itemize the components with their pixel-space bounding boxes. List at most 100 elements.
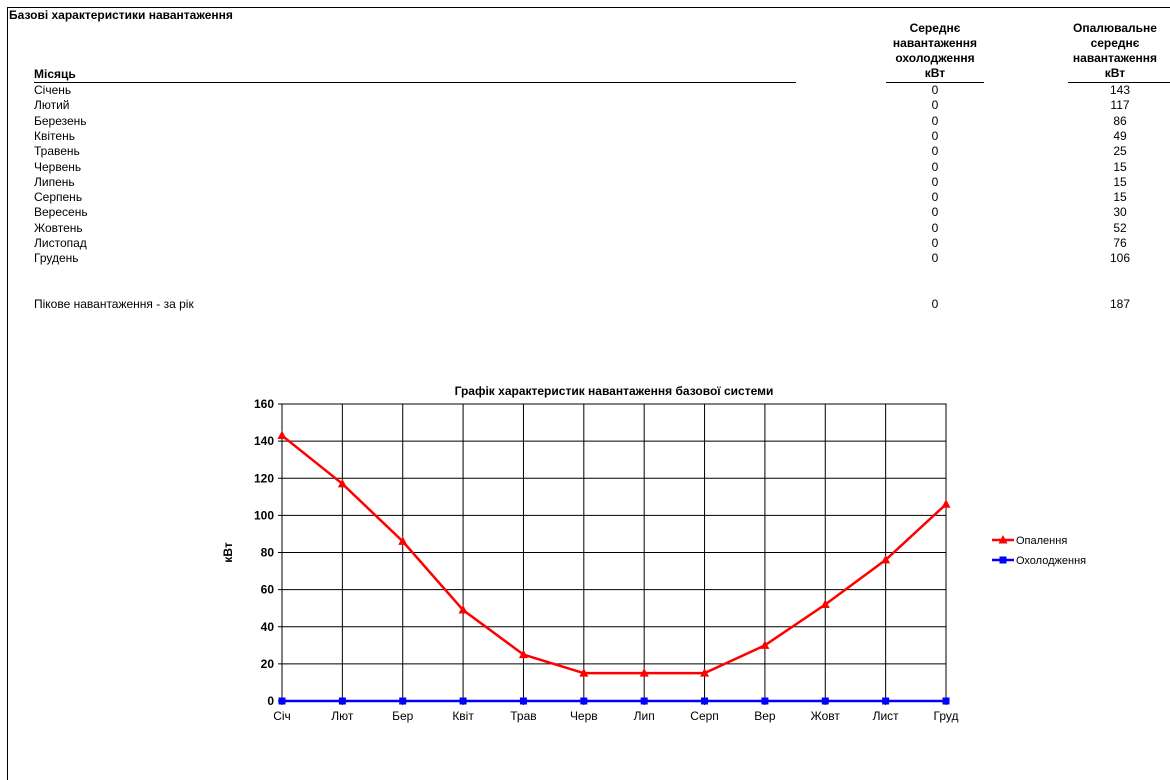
row-cooling-value: 0 [931,83,939,97]
row-heating-value: 143 [1109,83,1131,97]
row-month: Листопад [34,236,87,250]
row-cooling-value: 0 [931,205,939,220]
row-month: Березень [34,113,87,128]
row-cooling-value: 0 [931,144,939,159]
row-cooling-value: 0 [931,98,939,113]
y-axis-label: кВт [221,542,235,563]
month-column-header: Місяць [34,67,76,81]
data-point [338,697,346,705]
row-month: Жовтень [34,220,83,235]
x-tick-label: Груд [934,709,959,723]
row-cooling-value: 0 [931,128,939,143]
row-month: Травень [34,144,80,159]
data-point [458,605,468,614]
data-point [701,697,709,705]
row-cooling-value: 0 [931,113,939,128]
row-month: Липень [34,174,75,189]
x-tick-label: Лист [873,709,900,723]
row-month: Червень [34,159,82,174]
x-tick-label: Трав [510,709,536,723]
x-tick-label: Серп [690,709,719,723]
data-point [881,554,891,564]
heating-header-line-4: кВт [1104,66,1126,80]
row-month: Вересень [34,205,88,220]
peak-load-label: Пікове навантаження - за рік [34,297,194,311]
data-point [882,697,890,705]
series-line [281,434,947,675]
row-heating-value: 15 [1113,159,1127,174]
legend-marker [999,556,1007,564]
data-point [941,499,951,508]
x-tick-label: Жовт [811,709,841,723]
row-month: Серпень [34,190,83,205]
heating-header-line-2: середнє [1090,36,1140,50]
row-heating-value: 117 [1110,98,1130,113]
row-heating-value: 76 [1113,236,1127,250]
heating-header-underline [1068,82,1170,83]
data-point [580,697,588,705]
row-month: Грудень [34,251,79,266]
row-cooling-value: 0 [931,220,939,235]
data-point [519,697,527,705]
data-point [399,697,407,705]
data-point [337,478,347,488]
row-heating-value: 15 [1113,190,1127,205]
load-characteristics-chart: 0 20 40 60 80 100 120 140 160 Січ Лют Бер Квіт Трав Че… [221,384,1086,723]
y-tick-label: 60 [261,583,275,597]
data-point [820,599,830,608]
legend-marker [998,535,1008,544]
row-month: Січень [34,83,72,97]
data-point [579,668,589,677]
data-point [640,697,648,705]
data-point [518,649,528,659]
row-heating-value: 15 [1113,174,1127,189]
peak-cooling-value: 0 [931,297,939,311]
x-tick-label: Вер [754,709,776,723]
cooling-column-header: Середнє навантаження охолодження кВт [880,21,990,81]
y-tick-label: 80 [261,546,275,560]
row-heating-value: 49 [1113,128,1127,143]
x-tick-label: Черв [570,709,598,723]
y-tick-label: 120 [254,471,274,485]
data-point [760,640,770,649]
spreadsheet-area [7,7,1170,780]
data-point [459,697,467,705]
x-tick-label: Лют [331,709,354,723]
row-heating-value: 106 [1109,251,1131,266]
x-tick-label: Лип [634,709,655,723]
y-tick-label: 40 [261,620,275,634]
cooling-header-line-2: навантаження [892,36,978,50]
heating-header-line-1: Опалювальне [1073,21,1157,35]
data-point [639,668,649,677]
data-point [278,697,286,705]
data-point [942,697,950,705]
y-tick-label: 0 [267,694,274,708]
x-tick-label: Січ [273,709,291,723]
y-tick-label: 140 [254,434,274,448]
month-header-underline [34,82,796,83]
data-point [821,697,829,705]
x-tick-label: Бер [392,709,414,723]
y-tick-label: 160 [254,397,274,411]
cooling-header-line-1: Середнє [909,21,961,35]
row-heating-value: 52 [1113,220,1127,235]
cooling-header-line-4: кВт [924,66,946,80]
y-tick-label: 20 [261,657,275,671]
heating-header-line-3: навантаження [1072,51,1158,65]
data-point [700,668,710,677]
data-point [277,430,287,440]
legend-label: Опалення [1016,535,1067,547]
chart-title: Графік характеристик навантаження базово… [455,384,774,398]
row-heating-value: 25 [1113,144,1127,159]
row-cooling-value: 0 [931,174,939,189]
row-cooling-value: 0 [931,251,939,266]
data-point [398,536,408,545]
row-cooling-value: 0 [931,159,939,174]
peak-heating-value: 187 [1109,297,1131,311]
data-point [761,697,769,705]
cooling-header-underline [886,82,984,83]
heating-column-header: Опалювальне середнє навантаження кВт [1060,21,1170,81]
cooling-header-line-3: охолодження [895,51,975,65]
row-month: Лютий [34,98,70,113]
x-tick-label: Квіт [452,709,474,723]
